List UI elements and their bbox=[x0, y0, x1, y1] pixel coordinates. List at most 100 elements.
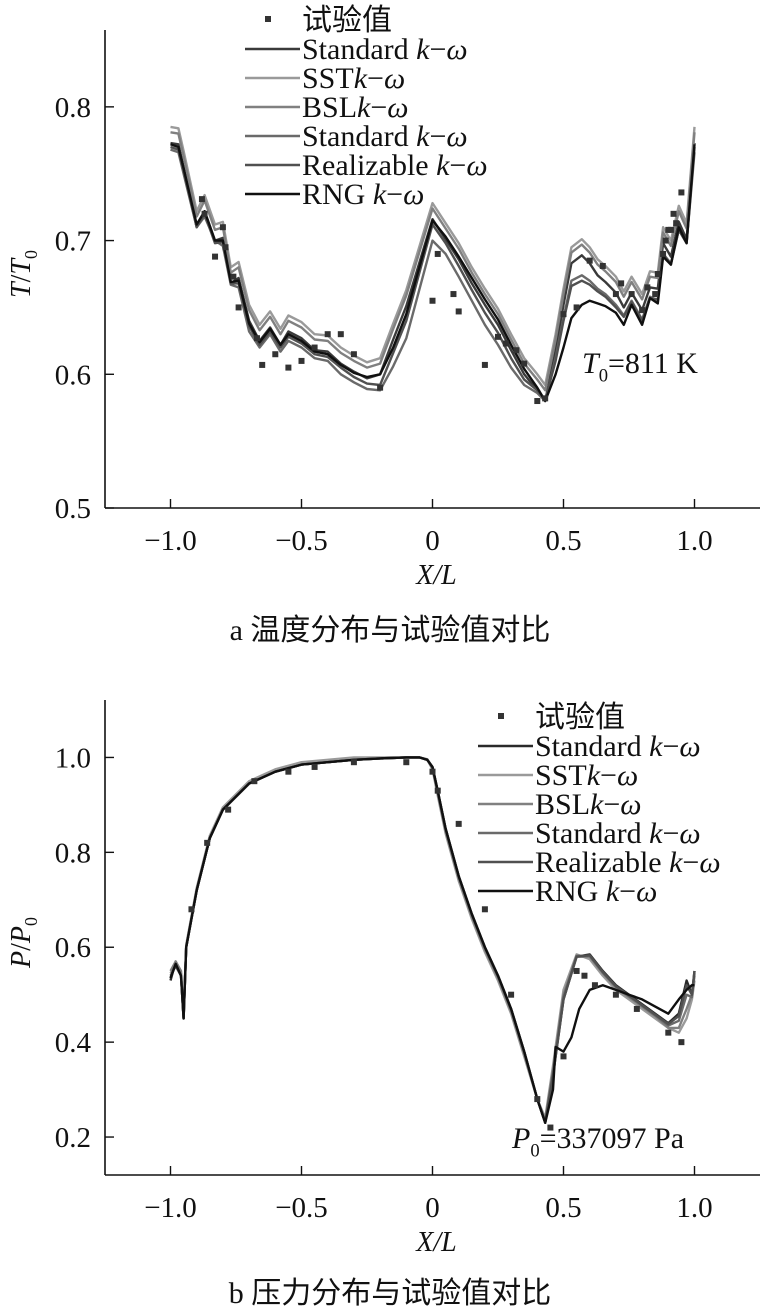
experimental-point bbox=[225, 806, 232, 813]
caption-temperature: a 温度分布与试验值对比 bbox=[229, 614, 551, 647]
experimental-point bbox=[581, 972, 588, 979]
experimental-point bbox=[667, 226, 674, 233]
x-axis-label: X/L bbox=[415, 1227, 456, 1258]
legend-label: Realizable k−ω bbox=[302, 149, 488, 182]
pressure-chart: 0.2 0.4 0.6 0.8 1.0 −1.0 −0.5 0 0.5 1.0 X/L P/P0 P0=… bbox=[6, 700, 760, 1258]
legend-label: RNG k−ω bbox=[535, 875, 657, 908]
experimental-point bbox=[219, 224, 226, 231]
experimental-point bbox=[350, 759, 357, 766]
experimental-point bbox=[337, 331, 344, 338]
legend-label: RNG k−ω bbox=[302, 178, 424, 211]
experimental-point bbox=[639, 307, 646, 314]
experimental-point bbox=[508, 991, 515, 998]
experimental-point bbox=[201, 210, 208, 217]
experimental-point bbox=[253, 335, 260, 342]
experimental-point bbox=[455, 308, 462, 315]
experimental-point bbox=[534, 1096, 541, 1103]
x-tick-label: 0 bbox=[425, 525, 440, 557]
series-line-5 bbox=[170, 143, 696, 403]
x-tick-label: −0.5 bbox=[275, 525, 328, 557]
experimental-point bbox=[547, 1124, 554, 1131]
experimental-point bbox=[298, 357, 305, 364]
experimental-point bbox=[311, 763, 318, 770]
experimental-point bbox=[481, 906, 488, 913]
experimental-point bbox=[542, 395, 549, 402]
experimental-point bbox=[450, 291, 457, 298]
experimental-point bbox=[513, 347, 520, 354]
experimental-point bbox=[673, 220, 680, 227]
experimental-point bbox=[251, 778, 258, 785]
y-tick-label: 0.4 bbox=[55, 1027, 92, 1059]
legend-label: SSTk−ω bbox=[302, 62, 405, 95]
experimental-point bbox=[403, 759, 410, 766]
experimental-point bbox=[573, 304, 580, 311]
legend-label: Standard k−ω bbox=[535, 817, 701, 850]
reference-annotation: T0=811 K bbox=[582, 347, 698, 386]
x-tick-label: 0.5 bbox=[545, 1192, 581, 1224]
experimental-point bbox=[670, 210, 677, 217]
experimental-point bbox=[502, 340, 509, 347]
experimental-point bbox=[204, 839, 211, 846]
legend-label: BSLk−ω bbox=[302, 91, 408, 124]
x-axis-label: X/L bbox=[415, 560, 456, 591]
experimental-point bbox=[259, 361, 266, 368]
experimental-point bbox=[612, 991, 619, 998]
experimental-point bbox=[644, 284, 651, 291]
experimental-point bbox=[534, 398, 541, 405]
experimental-point bbox=[599, 262, 606, 269]
experimental-point bbox=[495, 333, 501, 340]
experimental-point bbox=[662, 237, 669, 244]
y-tick-label: 0.8 bbox=[55, 92, 91, 124]
experimental-point bbox=[455, 820, 462, 827]
y-tick-label: 0.6 bbox=[55, 359, 91, 391]
experimental-point bbox=[434, 787, 441, 794]
experimental-point bbox=[618, 280, 625, 287]
experimental-point bbox=[222, 244, 229, 251]
experimental-point bbox=[377, 384, 384, 391]
experimental-point bbox=[429, 297, 436, 304]
legend-label: SSTk−ω bbox=[535, 759, 638, 792]
x-tick-label: −0.5 bbox=[275, 1192, 328, 1224]
experimental-point bbox=[198, 196, 205, 203]
experimental-point bbox=[628, 291, 635, 298]
y-tick-label: 0.8 bbox=[55, 837, 91, 869]
legend-label: Standard k−ω bbox=[302, 33, 468, 66]
experimental-point bbox=[285, 768, 292, 775]
x-tick-label: −1.0 bbox=[144, 525, 197, 557]
experimental-point bbox=[521, 360, 528, 367]
experimental-point bbox=[434, 250, 441, 257]
experimental-point bbox=[230, 273, 237, 280]
experimental-point bbox=[678, 189, 685, 196]
caption-pressure: b 压力分布与试验值对比 bbox=[228, 1277, 552, 1310]
x-tick-label: 0 bbox=[425, 1192, 440, 1224]
legend-label: 试验值 bbox=[535, 701, 625, 734]
legend-label: Standard k−ω bbox=[535, 730, 701, 763]
experimental-point bbox=[429, 768, 436, 775]
y-tick-label: 1.0 bbox=[55, 742, 91, 774]
experimental-point bbox=[324, 331, 331, 338]
experimental-point bbox=[633, 1005, 640, 1012]
series-line-5 bbox=[169, 756, 695, 1124]
y-axis-label: T/T0 bbox=[6, 250, 41, 298]
experimental-point bbox=[573, 967, 580, 974]
experimental-point bbox=[285, 364, 292, 371]
y-tick-label: 0.7 bbox=[55, 226, 91, 258]
experimental-point bbox=[654, 271, 661, 277]
legend-label: BSLk−ω bbox=[535, 788, 641, 821]
experimental-point bbox=[311, 344, 318, 351]
experimental-point bbox=[560, 311, 567, 318]
experimental-point bbox=[591, 982, 598, 989]
experimental-point bbox=[660, 250, 667, 257]
series-line-2 bbox=[170, 131, 696, 392]
x-tick-label: 1.0 bbox=[676, 525, 712, 557]
reference-annotation: P0=337097 Pa bbox=[511, 1122, 684, 1161]
experimental-point bbox=[652, 291, 659, 298]
legend-label: Realizable k−ω bbox=[535, 846, 721, 879]
temperature-chart: 0.5 0.6 0.7 0.8 −1.0 −0.5 0 0.5 1.0 X/L T/T0 T0=811… bbox=[6, 4, 760, 591]
experimental-point bbox=[560, 1053, 567, 1060]
experimental-point bbox=[586, 257, 593, 264]
y-axis-label: P/P0 bbox=[6, 917, 41, 969]
y-tick-label: 0.2 bbox=[55, 1122, 91, 1154]
x-tick-label: −1.0 bbox=[144, 1192, 197, 1224]
